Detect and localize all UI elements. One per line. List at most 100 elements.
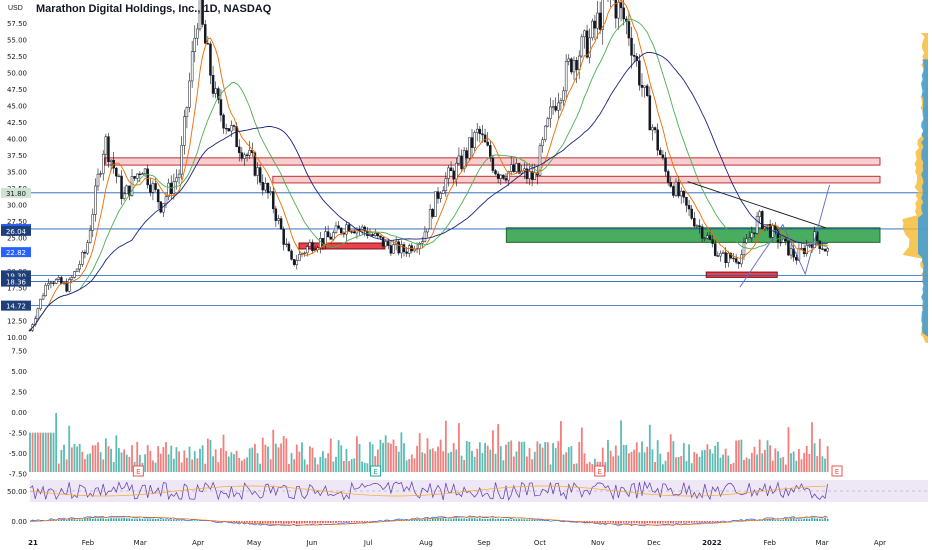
candle-body <box>134 176 136 178</box>
candle-body <box>555 106 557 110</box>
volume-bar <box>105 438 107 472</box>
volume-bar <box>97 442 99 472</box>
volume-bar <box>780 458 782 472</box>
candle-body <box>60 277 62 283</box>
macd-bar <box>641 521 643 524</box>
macd-bar <box>246 521 248 522</box>
macd-bar <box>508 519 510 521</box>
volume-bar <box>539 444 541 472</box>
macd-bar <box>466 519 468 521</box>
macd-bar <box>649 521 651 523</box>
candle-body <box>207 43 209 44</box>
price-tick-label: 47.50 <box>7 86 27 94</box>
candle-body <box>468 138 470 159</box>
volume-bar <box>675 457 677 472</box>
volume-bar <box>686 461 688 472</box>
macd-bar <box>827 519 829 521</box>
macd-bar <box>432 519 434 521</box>
volume-bar <box>772 461 774 472</box>
volume-bar <box>615 446 617 472</box>
candle-body <box>570 59 572 72</box>
volume-bar <box>662 464 664 472</box>
volume-bar <box>563 455 565 472</box>
macd-bar <box>121 518 123 521</box>
candle-body <box>623 8 625 19</box>
candle-body <box>497 174 499 179</box>
volume-bar <box>186 458 188 472</box>
volume-bar <box>573 464 575 472</box>
volume-bar <box>688 444 690 472</box>
macd-bar <box>105 519 107 521</box>
macd-bar <box>534 520 536 521</box>
macd-bar <box>775 520 777 521</box>
macd-bar <box>615 521 617 523</box>
candle-body <box>565 61 567 90</box>
volume-bar <box>510 440 512 472</box>
macd-bar <box>526 519 528 521</box>
macd-bar <box>819 519 821 521</box>
candle-body <box>215 89 217 94</box>
candle-body <box>487 142 489 145</box>
candle-body <box>100 174 102 175</box>
volume-bar <box>453 443 455 472</box>
macd-bar <box>701 521 703 522</box>
volume-bar <box>479 442 481 472</box>
volume-bar <box>319 457 321 472</box>
macd-bar <box>147 519 149 521</box>
candle-body <box>225 128 227 129</box>
volume-bar <box>489 450 491 472</box>
price-tick-label: 55.00 <box>7 37 27 45</box>
candle-body <box>421 242 423 244</box>
volume-bar <box>199 449 201 472</box>
candle-body <box>272 192 274 209</box>
candle-body <box>704 238 706 239</box>
volume-bar <box>215 449 217 472</box>
volume-bar <box>414 458 416 472</box>
macd-bar <box>727 521 729 522</box>
volume-bar <box>586 464 588 472</box>
candle-body <box>761 211 763 228</box>
candle-body <box>403 245 405 252</box>
candle-body <box>688 205 690 209</box>
macd-bar <box>291 521 293 523</box>
candle-body <box>89 230 91 242</box>
candle-body <box>55 279 57 283</box>
candle-body <box>293 259 295 264</box>
macd-tick-label: 0.00 <box>11 518 27 526</box>
macd-bar <box>513 519 515 521</box>
candle-body <box>481 134 483 135</box>
candle-body <box>58 277 60 279</box>
macd-bar <box>194 520 196 521</box>
macd-bar <box>628 521 630 523</box>
x-tick-label: Mar <box>134 539 147 547</box>
volume-bar <box>285 438 287 472</box>
osc-tick-label: 2.50 <box>11 389 27 397</box>
candle-body <box>262 182 264 190</box>
macd-bar <box>142 519 144 521</box>
volume-bar <box>816 456 818 472</box>
volume-bar <box>785 465 787 472</box>
macd-bar <box>440 518 442 521</box>
candle-body <box>795 257 797 260</box>
price-tick-label: 57.50 <box>7 20 27 28</box>
volume-bar <box>795 461 797 472</box>
candle-body <box>510 165 512 172</box>
candle-body <box>249 150 251 155</box>
volume-bar <box>782 457 784 472</box>
macd-bar <box>327 521 329 523</box>
volume-bar <box>777 451 779 472</box>
macd-bar <box>699 521 701 522</box>
zone-green <box>506 228 880 243</box>
macd-bar <box>118 518 120 521</box>
macd-bar <box>306 521 308 523</box>
volume-bar <box>340 445 342 472</box>
volume-bar <box>714 446 716 472</box>
volume-bar <box>236 451 238 472</box>
volume-bar <box>591 464 593 472</box>
macd-bar <box>620 521 622 523</box>
volume-bar <box>529 448 531 472</box>
candle-body <box>471 138 473 148</box>
macd-bar <box>170 520 172 521</box>
volume-bar <box>262 438 264 472</box>
volume-bar <box>403 443 405 472</box>
